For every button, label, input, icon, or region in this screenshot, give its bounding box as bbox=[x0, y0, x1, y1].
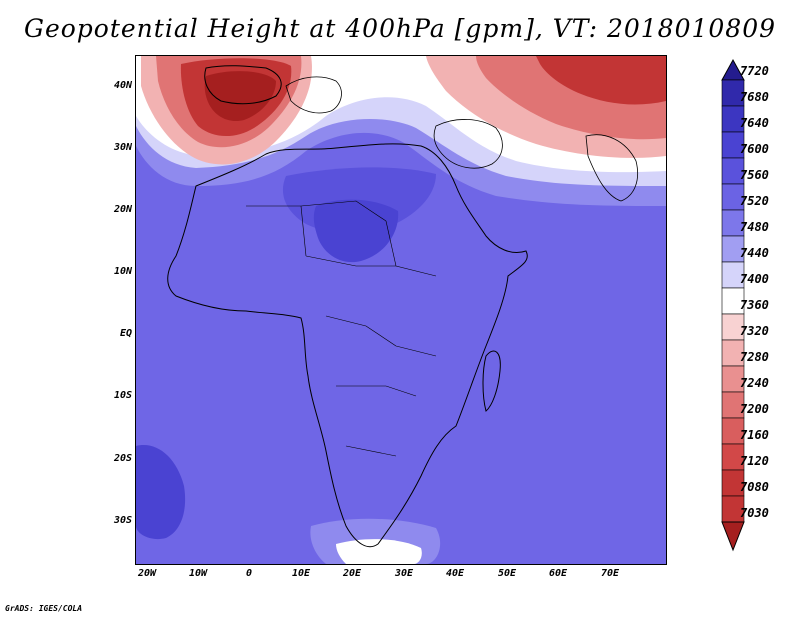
chart-title: Geopotential Height at 400hPa [gpm], VT:… bbox=[23, 14, 777, 43]
lon-label-50e: 50E bbox=[497, 568, 517, 579]
grads-credit: GrADS: IGES/COLA bbox=[5, 604, 83, 613]
colorbar-label: 7560 bbox=[740, 168, 769, 182]
colorbar-label: 7440 bbox=[740, 246, 769, 260]
italy-coastline bbox=[285, 76, 342, 114]
colorbar-label: 7080 bbox=[740, 480, 769, 494]
colorbar-label: 7720 bbox=[740, 64, 769, 78]
field-east-darkred bbox=[536, 56, 666, 105]
lon-label-20e: 20E bbox=[342, 568, 362, 579]
lon-label-20w: 20W bbox=[137, 568, 157, 579]
lat-label-eq: EQ bbox=[119, 328, 132, 339]
lon-label-60e: 60E bbox=[548, 568, 568, 579]
field-southcape-white bbox=[336, 539, 422, 564]
colorbar-label: 7360 bbox=[740, 298, 769, 312]
colorbar-label: 7280 bbox=[740, 350, 769, 364]
colorbar-label: 7320 bbox=[740, 324, 769, 338]
lat-label-10n: 10N bbox=[113, 266, 132, 277]
colorbar-label: 7030 bbox=[740, 506, 769, 520]
colorbar-label: 7400 bbox=[740, 272, 769, 286]
field-west-deepred bbox=[204, 71, 276, 122]
lon-label-40e: 40E bbox=[445, 568, 465, 579]
colorbar-label: 7680 bbox=[740, 90, 769, 104]
map-plot-area bbox=[135, 55, 667, 565]
lat-label-30s: 30S bbox=[113, 515, 132, 526]
colorbar-label: 7520 bbox=[740, 194, 769, 208]
lat-label-20n: 20N bbox=[113, 204, 132, 215]
colorbar-bottom-triangle bbox=[721, 521, 745, 552]
country-borders bbox=[246, 200, 437, 457]
india-coastline bbox=[585, 134, 638, 202]
lat-label-10s: 10S bbox=[113, 390, 132, 401]
field-southwest-low bbox=[136, 445, 186, 540]
colorbar-label: 7160 bbox=[740, 428, 769, 442]
lon-label-10e: 10E bbox=[291, 568, 311, 579]
lon-label-0: 0 bbox=[245, 568, 253, 579]
colorbar-label: 7240 bbox=[740, 376, 769, 390]
lat-label-20s: 20S bbox=[113, 453, 132, 464]
lon-label-70e: 70E bbox=[600, 568, 620, 579]
lat-label-40n: 40N bbox=[113, 80, 132, 91]
lat-label-30n: 30N bbox=[113, 142, 132, 153]
colorbar-label: 7600 bbox=[740, 142, 769, 156]
lon-label-10w: 10W bbox=[188, 568, 208, 579]
colorbar-label: 7120 bbox=[740, 454, 769, 468]
lon-label-30e: 30E bbox=[394, 568, 414, 579]
madagascar-coastline bbox=[482, 350, 501, 412]
iberia-coastline bbox=[204, 65, 282, 105]
colorbar-label: 7200 bbox=[740, 402, 769, 416]
colorbar bbox=[721, 58, 745, 552]
geopotential-field bbox=[136, 56, 666, 564]
arabia-outline bbox=[433, 119, 503, 169]
africa-coastline bbox=[167, 143, 528, 548]
colorbar-label: 7480 bbox=[740, 220, 769, 234]
colorbar-label: 7640 bbox=[740, 116, 769, 130]
